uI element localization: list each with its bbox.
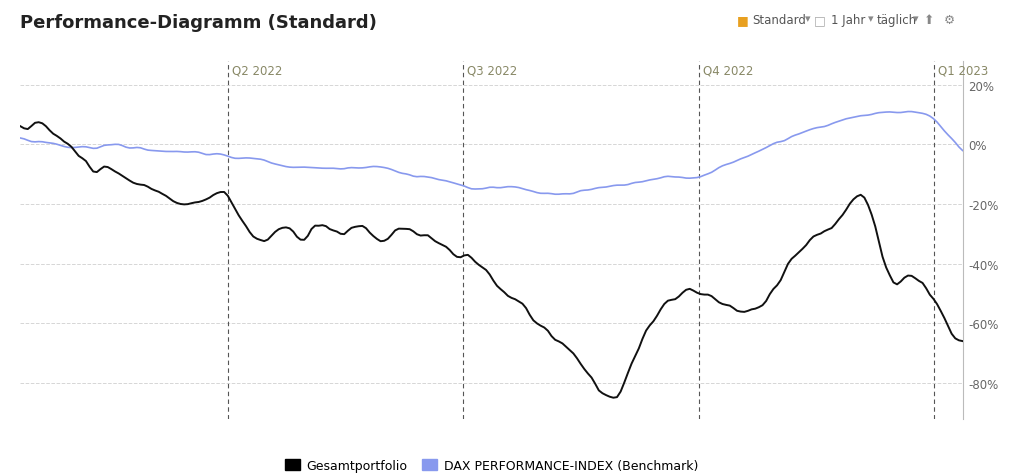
Text: ▾: ▾ bbox=[868, 14, 873, 24]
Text: Q3 2022: Q3 2022 bbox=[467, 65, 517, 78]
Text: Performance-Diagramm (Standard): Performance-Diagramm (Standard) bbox=[20, 14, 378, 32]
Text: 1 Jahr: 1 Jahr bbox=[831, 14, 866, 27]
Text: täglich: täglich bbox=[877, 14, 916, 27]
Text: Q2 2022: Q2 2022 bbox=[231, 65, 282, 78]
Text: ▾: ▾ bbox=[805, 14, 810, 24]
Text: ▾: ▾ bbox=[913, 14, 919, 24]
Text: Q4 2022: Q4 2022 bbox=[702, 65, 753, 78]
Legend: Gesamtportfolio, DAX PERFORMANCE-INDEX (Benchmark): Gesamtportfolio, DAX PERFORMANCE-INDEX (… bbox=[281, 454, 702, 476]
Text: Standard: Standard bbox=[753, 14, 807, 27]
Text: □: □ bbox=[814, 14, 825, 27]
Text: ⬆: ⬆ bbox=[924, 14, 934, 27]
Text: Q1 2023: Q1 2023 bbox=[938, 65, 988, 78]
Text: ⚙: ⚙ bbox=[944, 14, 955, 27]
Text: ■: ■ bbox=[737, 14, 749, 27]
